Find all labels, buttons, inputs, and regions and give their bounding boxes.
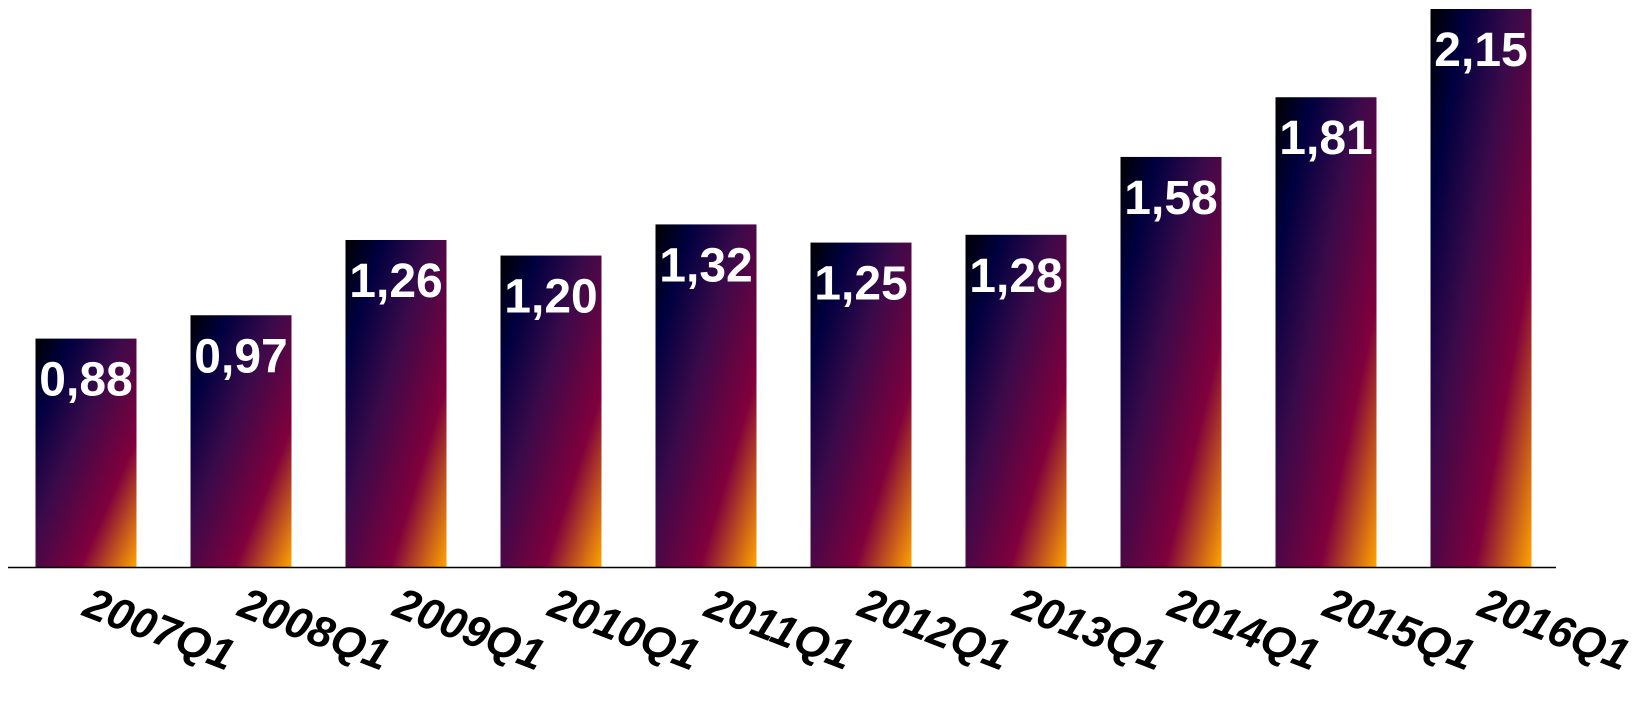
bar-2015Q1 bbox=[1275, 97, 1377, 568]
x-tick-label-2016Q1: 2016Q1 bbox=[1471, 578, 1636, 680]
value-label-2013Q1: 1,28 bbox=[969, 250, 1062, 303]
x-tick-labels-group: 2007Q12008Q12009Q12010Q12011Q12012Q12013… bbox=[76, 578, 1636, 680]
bar-2016Q1 bbox=[1430, 9, 1532, 567]
bar-2014Q1 bbox=[1120, 156, 1222, 568]
x-tick-label-2014Q1: 2014Q1 bbox=[1161, 578, 1326, 680]
value-label-2016Q1: 2,15 bbox=[1434, 24, 1527, 77]
value-label-2009Q1: 1,26 bbox=[349, 255, 442, 308]
bar-2009Q1 bbox=[345, 239, 447, 567]
bar-2010Q1 bbox=[500, 255, 602, 567]
bar-2012Q1 bbox=[810, 242, 912, 567]
bar-2008Q1 bbox=[190, 315, 292, 567]
value-label-2010Q1: 1,20 bbox=[504, 271, 597, 324]
bar-2011Q1 bbox=[655, 224, 757, 568]
value-label-2015Q1: 1,81 bbox=[1279, 112, 1372, 165]
bar-2013Q1 bbox=[965, 234, 1067, 567]
bars-group bbox=[35, 9, 1532, 568]
bar-2007Q1 bbox=[35, 338, 137, 567]
x-tick-label-2012Q1: 2012Q1 bbox=[851, 578, 1016, 680]
x-tick-label-2007Q1: 2007Q1 bbox=[76, 578, 241, 680]
value-label-2008Q1: 0,97 bbox=[194, 330, 287, 383]
x-tick-label-2008Q1: 2008Q1 bbox=[231, 578, 396, 680]
value-labels-group: 0,88 0,97 1,26 1,20 1,32 1,25 1,28 1,58 1,81 2,15 bbox=[39, 24, 1527, 407]
x-tick-label-2010Q1: 2010Q1 bbox=[541, 578, 706, 680]
value-label-2011Q1: 1,32 bbox=[659, 239, 752, 292]
value-label-2014Q1: 1,58 bbox=[1124, 172, 1217, 225]
x-tick-label-2013Q1: 2013Q1 bbox=[1006, 578, 1171, 680]
x-tick-label-2009Q1: 2009Q1 bbox=[386, 578, 551, 680]
value-label-2007Q1: 0,88 bbox=[39, 354, 132, 407]
x-tick-label-2011Q1: 2011Q1 bbox=[698, 579, 860, 680]
x-tick-label-2015Q1: 2015Q1 bbox=[1316, 578, 1481, 680]
value-label-2012Q1: 1,25 bbox=[814, 258, 907, 311]
